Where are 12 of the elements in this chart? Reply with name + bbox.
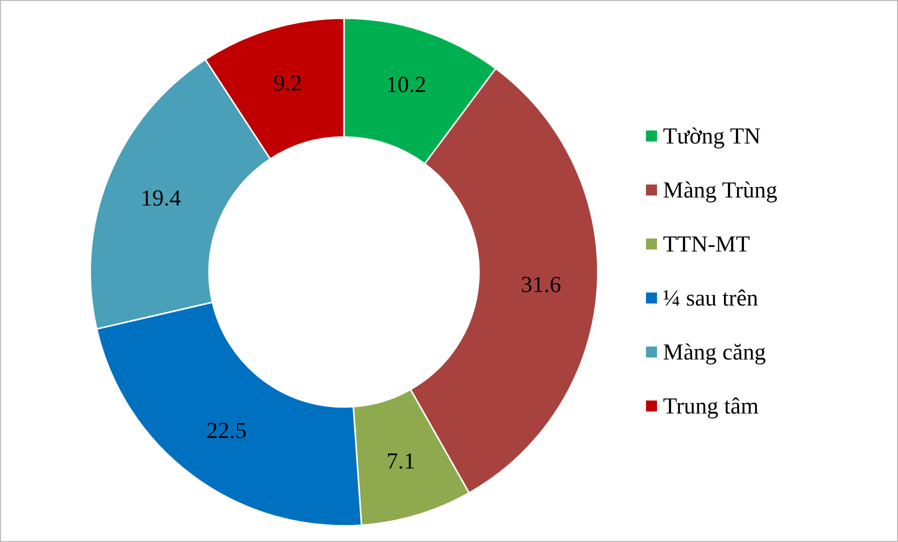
legend-label: TTN-MT <box>663 232 750 256</box>
legend-label: Trung tâm <box>663 394 759 418</box>
legend-label: Tường TN <box>663 124 762 148</box>
legend-label: ¼ sau trên <box>663 286 759 310</box>
data-label: 9.2 <box>273 70 302 96</box>
legend-label: Màng Trùng <box>663 178 778 202</box>
data-label: 19.4 <box>140 186 182 211</box>
data-label: 31.6 <box>520 272 562 297</box>
data-label: 7.1 <box>386 448 416 474</box>
legend-label: Màng căng <box>663 340 766 364</box>
data-label: 10.2 <box>386 72 426 98</box>
data-label: 22.5 <box>206 418 247 444</box>
